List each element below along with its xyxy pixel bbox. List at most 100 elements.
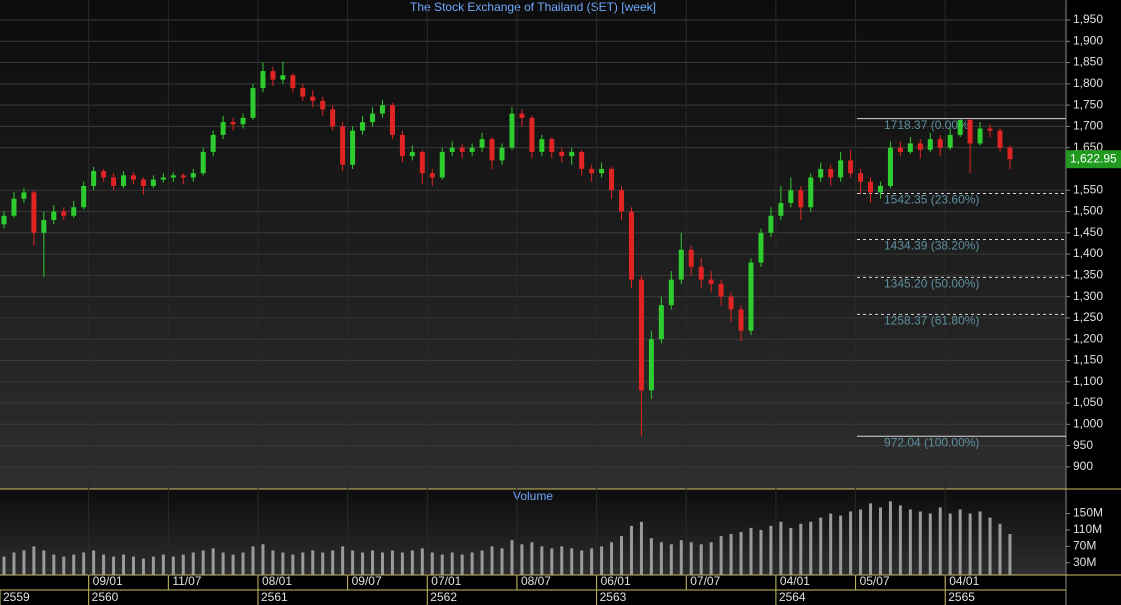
- volume-bar: [2, 556, 6, 575]
- y-tick-label: 900: [1073, 459, 1093, 473]
- volume-bar: [42, 550, 46, 575]
- candle-body: [240, 117, 246, 125]
- volume-bar: [510, 540, 514, 575]
- fib-label: 1345.20 (50.00%): [884, 277, 979, 291]
- candle-body: [41, 220, 47, 233]
- volume-bar: [639, 521, 643, 575]
- volume-bar: [809, 521, 813, 575]
- candle-body: [708, 279, 714, 284]
- candle-body: [280, 75, 286, 80]
- candle-body: [320, 100, 326, 110]
- volume-bar: [450, 552, 454, 575]
- candle-body: [728, 296, 734, 310]
- volume-title: Volume: [513, 489, 553, 503]
- candle-body: [957, 120, 963, 135]
- volume-bar: [380, 552, 384, 575]
- volume-bar: [888, 501, 892, 575]
- x-tick-label: 08/01: [262, 574, 292, 588]
- volume-bar: [998, 523, 1002, 575]
- volume-bar: [1008, 534, 1012, 575]
- candle-body: [150, 179, 156, 186]
- y-tick-label: 1,900: [1073, 33, 1103, 47]
- candle-body: [828, 168, 834, 178]
- y-tick-label: 1,200: [1073, 331, 1103, 345]
- candle-body: [738, 309, 744, 331]
- year-label: 2563: [600, 590, 627, 604]
- candle-body: [370, 113, 376, 123]
- candle-body: [997, 130, 1003, 148]
- candle-body: [200, 151, 206, 174]
- candle-body: [180, 175, 186, 178]
- year-label: 2561: [261, 590, 288, 604]
- candle-body: [389, 105, 395, 135]
- fib-label: 1542.35 (23.60%): [884, 193, 979, 207]
- volume-bar: [908, 509, 912, 575]
- candle-body: [868, 181, 874, 193]
- candle-body: [350, 130, 356, 165]
- candle-body: [31, 192, 37, 233]
- volume-tick-label: 110M: [1073, 522, 1102, 536]
- volume-bar: [600, 546, 604, 575]
- volume-bar: [500, 548, 504, 575]
- volume-bar: [869, 503, 873, 575]
- volume-bar: [878, 507, 882, 575]
- fib-label: 1434.39 (38.20%): [884, 239, 979, 253]
- candle-body: [768, 215, 774, 233]
- fib-label: 1258.37 (61.80%): [884, 314, 979, 328]
- candle-body: [91, 171, 97, 186]
- y-tick-label: 1,800: [1073, 76, 1103, 90]
- volume-bar: [301, 552, 305, 575]
- candle-body: [459, 147, 465, 152]
- candle-body: [808, 177, 814, 208]
- volume-bar: [759, 529, 763, 575]
- x-tick-label: 04/01: [949, 574, 979, 588]
- candle-body: [579, 151, 585, 169]
- volume-bar: [22, 550, 26, 575]
- volume-bar: [799, 523, 803, 575]
- candle-body: [947, 134, 953, 148]
- candle-body: [310, 96, 316, 101]
- y-tick-label: 1,350: [1073, 268, 1103, 282]
- candle-body: [489, 139, 495, 161]
- volume-bar: [620, 536, 624, 575]
- candle-body: [130, 175, 136, 180]
- candle-body: [628, 211, 634, 280]
- candle-body: [290, 75, 296, 89]
- year-label: 2564: [779, 590, 806, 604]
- candle-body: [967, 120, 973, 144]
- candle-body: [210, 134, 216, 152]
- volume-bar: [729, 534, 733, 575]
- candle-body: [987, 128, 993, 131]
- volume-bar: [371, 550, 375, 575]
- x-tick-label: 07/07: [690, 574, 720, 588]
- volume-bar: [590, 548, 594, 575]
- candle-body: [668, 279, 674, 306]
- volume-bar: [92, 550, 96, 575]
- volume-bar: [102, 554, 106, 575]
- volume-bar: [580, 550, 584, 575]
- volume-tick-label: 30M: [1073, 555, 1096, 569]
- volume-bar: [191, 552, 195, 575]
- candle-body: [360, 122, 366, 131]
- candle-body: [818, 168, 824, 178]
- y-tick-label: 1,300: [1073, 289, 1103, 303]
- volume-bar: [898, 505, 902, 575]
- x-tick-label: 08/07: [521, 574, 551, 588]
- volume-bar: [141, 558, 145, 575]
- volume-bar: [709, 542, 713, 575]
- volume-bar: [669, 544, 673, 575]
- candle-body: [748, 262, 754, 331]
- x-tick-label: 04/01: [780, 574, 810, 588]
- candle-body: [758, 232, 764, 263]
- candle-body: [409, 151, 415, 157]
- y-tick-label: 1,100: [1073, 374, 1103, 388]
- volume-tick-label: 150M: [1073, 506, 1103, 520]
- y-tick-label: 950: [1073, 438, 1093, 452]
- volume-tick-label: 70M: [1073, 539, 1096, 553]
- candle-body: [927, 139, 933, 150]
- volume-bar: [520, 544, 524, 575]
- volume-bar: [859, 509, 863, 575]
- candle-body: [71, 207, 77, 216]
- volume-bar: [918, 511, 922, 575]
- candle-body: [977, 128, 983, 144]
